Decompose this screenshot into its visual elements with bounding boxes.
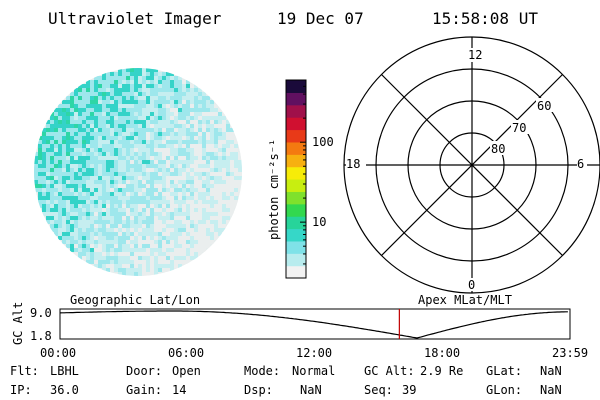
mlt-label-0: 0 [468,278,475,292]
gcalt-label: GC Alt: [364,364,415,378]
lat-label-70: 70 [512,121,526,135]
colorbar-unit-label: photon cm⁻²s⁻¹ [267,139,281,240]
seq-label: Seq: [364,383,393,397]
timeline-ytick-low: 1.8 [30,329,52,343]
xtick-1200: 12:00 [296,346,332,360]
polar-grid [343,36,600,294]
dsp-label: Dsp: [244,383,273,397]
timeline-left-label: Geographic Lat/Lon [70,293,200,307]
glon-label: GLon: [486,383,522,397]
seq-value: 39 [402,383,416,397]
timeline-right-label: Apex MLat/MLT [418,293,512,307]
glat-value: NaN [540,364,562,378]
glon-value: NaN [540,383,562,397]
instrument-title: Ultraviolet Imager [48,9,222,28]
filter-label: Flt: [10,364,39,378]
xtick-0000: 00:00 [40,346,76,360]
xtick-0600: 06:00 [168,346,204,360]
mode-value: Normal [292,364,335,378]
mlt-label-18: 18 [346,157,360,171]
colorbar-tick-100: 100 [312,135,334,149]
colorbar-tick-10: 10 [312,215,326,229]
xtick-2359: 23:59 [552,346,588,360]
time-label: 15:58:08 UT [432,9,538,28]
colorbar: 100 10 photon cm⁻²s⁻¹ [267,79,334,279]
gain-label: Gain: [126,383,162,397]
filter-value: LBHL [50,364,79,378]
uv-image-disk [34,68,242,276]
mlt-label-12: 12 [468,48,482,62]
ip-label: IP: [10,383,32,397]
door-value: Open [172,364,201,378]
altitude-timeline: Geographic Lat/Lon Apex MLat/MLT GC Alt … [11,293,588,360]
timeline-ytick-high: 9.0 [30,306,52,320]
colorbar-scale [286,80,306,279]
status-panel: Flt: LBHL IP: 36.0 Door: Open Gain: 14 M… [10,364,562,397]
lat-label-80: 80 [491,142,505,156]
gcalt-value: 2.9 Re [420,364,463,378]
glat-label: GLat: [486,364,522,378]
mlt-label-6: 6 [577,157,584,171]
lat-label-60: 60 [537,99,551,113]
altitude-curve [60,310,568,339]
gain-value: 14 [172,383,186,397]
timeline-ylabel: GC Alt [11,302,25,345]
ip-value: 36.0 [50,383,79,397]
dsp-value: NaN [300,383,322,397]
xtick-1800: 18:00 [424,346,460,360]
date-label: 19 Dec 07 [277,9,364,28]
mode-label: Mode: [244,364,280,378]
door-label: Door: [126,364,162,378]
